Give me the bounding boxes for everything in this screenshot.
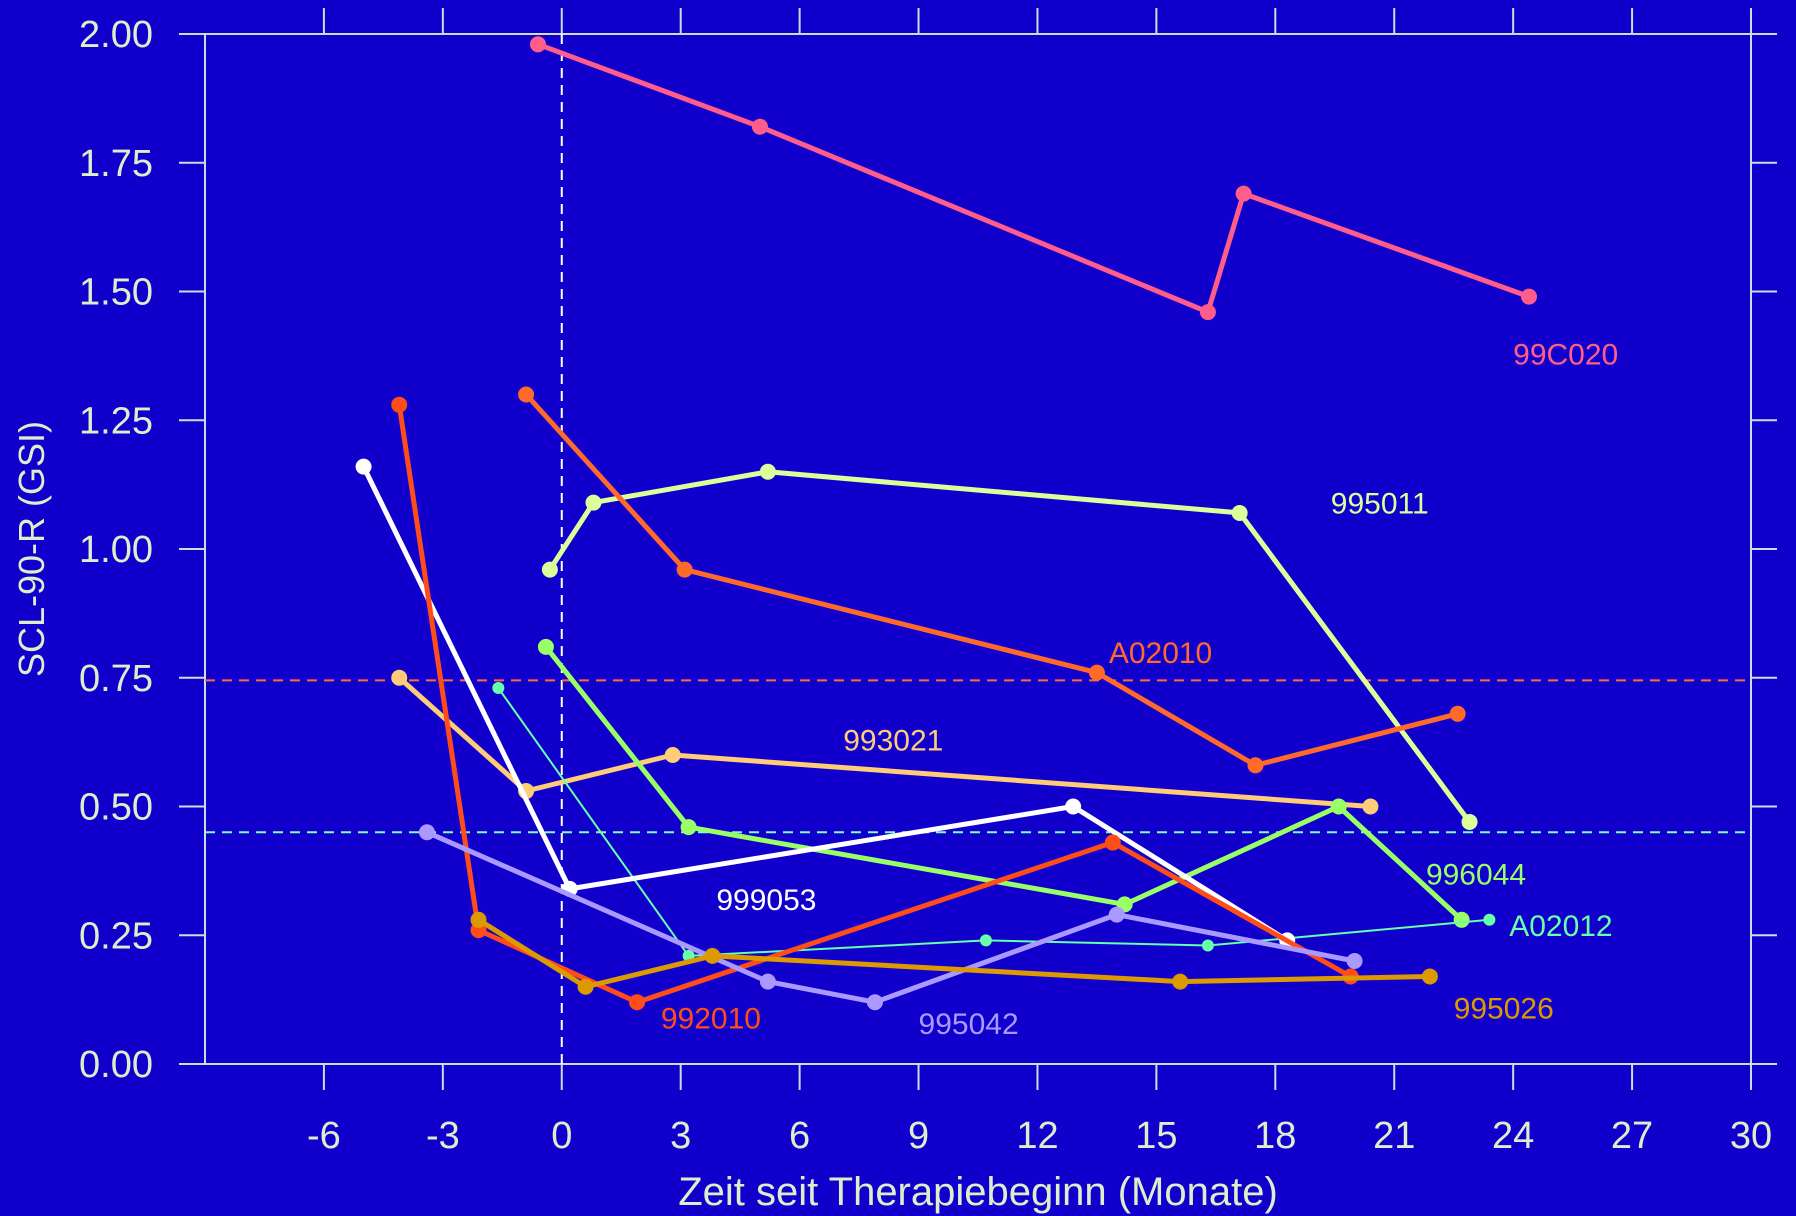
series-993021: 993021 [391, 669, 1379, 815]
x-tick-label: 0 [551, 1115, 572, 1157]
y-tick-label: 0.75 [79, 658, 153, 700]
data-point [676, 561, 693, 578]
series-label: A02010 [1109, 637, 1212, 670]
data-point [759, 973, 776, 990]
data-point [470, 911, 487, 928]
y-tick-label: 2.00 [79, 14, 153, 56]
data-point [1065, 798, 1082, 815]
data-point [759, 463, 776, 480]
data-point [1346, 953, 1363, 969]
data-point [1521, 288, 1538, 305]
x-tick-label: 30 [1730, 1115, 1772, 1157]
data-point [1453, 911, 1470, 928]
y-tick-label: 1.25 [79, 400, 153, 442]
data-point [664, 747, 681, 763]
series-label: 995042 [919, 1008, 1019, 1041]
axes: -6 -3 0 3 6 9 12 15 18 21 24 27 30 0.00 0.25 0.50 0.75 1.… [79, 8, 1777, 1157]
x-tick-label: 18 [1254, 1115, 1296, 1157]
x-tick-label: 24 [1492, 1115, 1534, 1157]
data-point [518, 386, 535, 403]
y-axis-label: SCL-90-R (GSI) [11, 421, 52, 677]
series-line [361, 465, 1289, 943]
x-tick-label: 9 [908, 1115, 929, 1157]
data-point [1108, 906, 1125, 923]
data-point [704, 947, 721, 964]
data-point [541, 561, 558, 578]
data-point [585, 494, 602, 511]
data-point [391, 396, 408, 413]
data-point [1088, 664, 1105, 681]
y-tick-label: 0.50 [79, 787, 153, 829]
series-995042: 995042 [418, 824, 1363, 1041]
data-point [1461, 813, 1478, 830]
data-point [1330, 798, 1347, 815]
y-tick-label: 1.00 [79, 529, 153, 571]
data-point [1172, 973, 1189, 990]
data-point [1235, 185, 1252, 202]
data-point [1421, 968, 1438, 985]
x-tick-label: 15 [1135, 1115, 1177, 1157]
series-995026: 995026 [470, 911, 1554, 1025]
data-point [492, 682, 505, 695]
series-label: 993021 [843, 725, 943, 758]
data-point [537, 638, 554, 655]
data-point [1247, 757, 1264, 774]
data-point [629, 994, 646, 1011]
y-tick-label: 0.00 [79, 1044, 153, 1086]
data-point [529, 36, 546, 53]
data-point [391, 669, 408, 686]
series-label: 999053 [716, 884, 816, 917]
x-tick-label: 27 [1611, 1115, 1653, 1157]
series-label: 996044 [1426, 858, 1526, 891]
series-label: 995026 [1454, 992, 1554, 1025]
series-99C020: 99C020 [529, 36, 1618, 371]
series-line [397, 675, 1371, 809]
series-label: A02012 [1509, 910, 1612, 943]
data-point [1201, 939, 1214, 952]
series-label: 992010 [661, 1003, 761, 1036]
x-tick-label: 12 [1016, 1115, 1058, 1157]
series-996044: 996044 [537, 638, 1526, 928]
x-tick-label: 3 [670, 1115, 691, 1157]
series-layer: 99C020 995011 A02010 993021 996044 A02012 9990… [355, 36, 1618, 1041]
data-point [1449, 705, 1466, 722]
series-label: 995011 [1331, 488, 1429, 521]
data-point [1231, 504, 1248, 521]
data-point [1362, 798, 1379, 815]
data-point [418, 824, 435, 841]
y-tick-label: 1.75 [79, 143, 153, 185]
data-point [1104, 834, 1121, 851]
series-A02010: A02010 [518, 386, 1466, 774]
data-point [577, 978, 594, 995]
y-tick-label: 0.25 [79, 915, 153, 957]
data-point [355, 458, 372, 475]
data-point [979, 934, 992, 947]
data-point [866, 994, 883, 1011]
x-tick-label: -3 [426, 1115, 460, 1157]
data-point [1483, 913, 1496, 926]
series-label: 99C020 [1513, 338, 1618, 371]
x-tick-label: 21 [1373, 1115, 1415, 1157]
data-point [680, 819, 697, 836]
x-tick-label: 6 [789, 1115, 810, 1157]
y-tick-label: 1.50 [79, 272, 153, 314]
data-point [1199, 304, 1216, 321]
data-point [751, 118, 768, 135]
x-axis-label: Zeit seit Therapiebeginn (Monate) [678, 1170, 1278, 1214]
series-995011: 995011 [541, 463, 1478, 830]
x-tick-label: -6 [307, 1115, 341, 1157]
